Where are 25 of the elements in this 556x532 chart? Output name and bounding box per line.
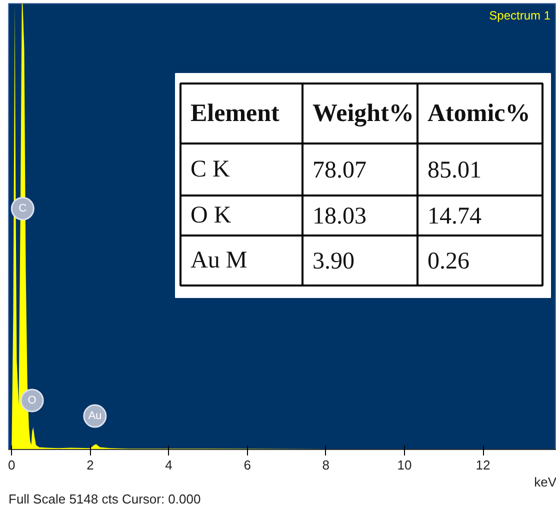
annotation: 85.01 [428, 158, 482, 184]
annotation: Weight% [312, 100, 414, 127]
x-tick-label: 8 [322, 458, 330, 472]
annotation: C K [190, 156, 231, 182]
annotation: C [18, 202, 27, 215]
x-tick-label: 2 [86, 458, 94, 472]
x-tick-label: 10 [397, 458, 412, 472]
annotation: O K [190, 202, 232, 228]
x-axis-title: keV [534, 474, 556, 490]
chart-title: Spectrum 1 [489, 8, 551, 22]
annotation: Atomic% [428, 100, 530, 127]
annotation: O [28, 394, 37, 406]
annotation: Au [88, 410, 102, 422]
x-tick-label: 6 [244, 458, 251, 472]
x-tick-label: 0 [8, 458, 16, 472]
annotation: 18.03 [312, 204, 366, 230]
annotation: Au M [190, 248, 248, 274]
text: Full Scale 5148 cts Cursor: 0.000 [8, 492, 201, 506]
x-tick-label: 4 [165, 458, 172, 472]
annotation: Element [190, 100, 280, 127]
annotation: 0.26 [428, 248, 470, 274]
annotation: 78.07 [312, 158, 366, 184]
annotation: 3.90 [312, 248, 354, 274]
x-tick-label: 12 [476, 458, 490, 472]
annotation: 14.74 [428, 204, 482, 230]
